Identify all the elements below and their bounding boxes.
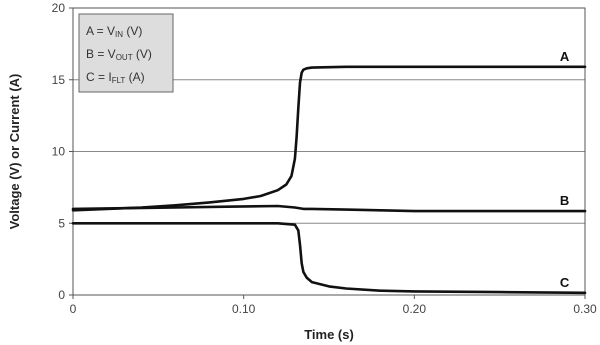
y-axis-title: Voltage (V) or Current (A): [7, 74, 22, 230]
series-label-c: C: [560, 275, 570, 290]
series-label-a: A: [560, 49, 570, 64]
legend-item: C = IFLT (A): [86, 70, 145, 85]
x-tick-label: 0.30: [573, 302, 597, 316]
y-tick-label: 10: [52, 145, 66, 159]
axis-ticks: 0 5 10 15 20 0 0.10 0.20 0.30: [52, 1, 597, 316]
y-tick-label: 15: [52, 73, 66, 87]
legend-box: [78, 13, 174, 93]
x-tick-label: 0.10: [232, 302, 256, 316]
series-layer: [71, 65, 587, 295]
series-line-c: [71, 222, 587, 295]
series-line-b: [71, 204, 587, 213]
legend-item: A = VIN (V): [86, 24, 142, 39]
x-tick-label: 0: [70, 302, 77, 316]
legend: A = VIN (V) B = VOUT (V) C = IFLT (A): [78, 13, 174, 93]
y-tick-label: 0: [58, 288, 65, 302]
series-line-a: [71, 65, 587, 212]
series-label-b: B: [560, 193, 569, 208]
y-tick-label: 20: [52, 1, 66, 15]
y-tick-label: 5: [58, 216, 65, 230]
x-axis-title: Time (s): [304, 327, 354, 342]
series-labels: A B C: [560, 49, 570, 290]
legend-item: B = VOUT (V): [86, 47, 152, 62]
x-tick-label: 0.20: [403, 302, 427, 316]
grid-lines: [73, 79, 585, 224]
